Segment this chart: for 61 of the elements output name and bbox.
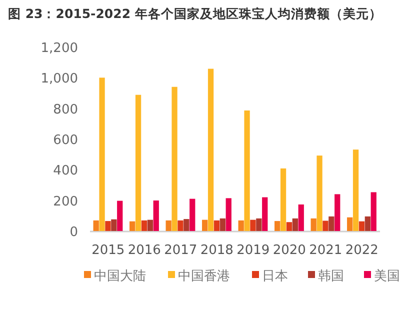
legend-label: 韩国	[318, 268, 344, 283]
bar	[244, 110, 250, 231]
bar	[214, 220, 220, 231]
y-tick-label: 400	[53, 164, 78, 179]
y-tick-label: 1,200	[40, 41, 78, 56]
bar	[166, 220, 172, 231]
bar	[358, 221, 365, 231]
legend-label: 中国大陆	[94, 268, 146, 283]
bar	[322, 220, 328, 231]
x-tick-label: 2017	[164, 243, 198, 258]
x-tick-label: 2018	[200, 243, 234, 258]
x-tick-label: 2020	[272, 243, 306, 258]
bar	[347, 217, 353, 231]
bar	[226, 198, 232, 231]
legend-label: 美国	[374, 268, 400, 283]
bar	[334, 194, 340, 231]
bar	[220, 218, 226, 231]
bar	[172, 86, 178, 231]
title: 图 23：2015-2022 年各个国家及地区珠宝人均消费额（美元）	[8, 6, 382, 21]
bar	[310, 218, 316, 231]
bar	[99, 78, 105, 231]
x-tick-label: 2021	[309, 243, 342, 258]
x-tick-label: 2022	[345, 243, 378, 258]
y-tick-label: 800	[53, 102, 78, 118]
bar	[178, 220, 184, 231]
bar	[352, 150, 359, 231]
bar	[135, 94, 142, 231]
bar	[286, 222, 292, 231]
bar	[202, 220, 208, 231]
bar	[93, 220, 99, 231]
bar	[280, 168, 286, 231]
bar	[238, 220, 244, 231]
bar	[111, 219, 117, 231]
x-tick-label: 2016	[128, 243, 161, 258]
bar	[208, 68, 214, 231]
bar	[105, 221, 111, 231]
bar	[153, 200, 159, 231]
bar	[316, 156, 322, 231]
bar	[370, 192, 376, 231]
bar	[298, 204, 304, 231]
bar	[117, 200, 123, 231]
bar	[364, 216, 370, 231]
bar	[274, 221, 280, 231]
legend-label: 日本	[262, 268, 288, 283]
x-tick-label: 2015	[92, 243, 125, 258]
y-tick-label: 1,000	[40, 72, 78, 87]
bar	[130, 221, 136, 231]
x-tick-label: 2019	[236, 243, 270, 258]
bar	[250, 220, 256, 231]
bar	[190, 198, 196, 231]
bar	[292, 218, 298, 231]
bar	[141, 220, 148, 231]
bar	[262, 197, 268, 231]
bar	[256, 218, 262, 231]
y-tick-label: 200	[53, 194, 78, 210]
bar	[147, 220, 153, 231]
y-tick-label: 0	[70, 225, 78, 240]
bar	[184, 219, 190, 231]
bar	[328, 216, 334, 231]
y-tick-label: 600	[53, 133, 78, 148]
legend-label: 中国香港	[178, 268, 230, 283]
